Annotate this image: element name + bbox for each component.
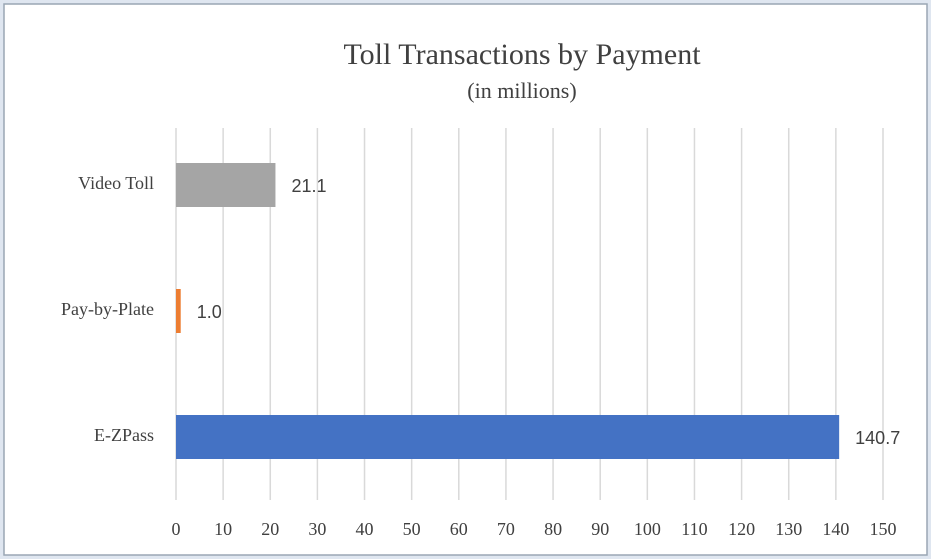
x-tick-label: 60 [450,519,468,539]
x-tick-label: 30 [308,519,326,539]
x-tick-label: 0 [172,519,181,539]
chart-frame [3,3,928,556]
x-tick-label: 50 [403,519,421,539]
value-label: 140.7 [855,428,900,448]
x-tick-label: 110 [681,519,707,539]
x-tick-label: 20 [261,519,279,539]
x-tick-label: 80 [544,519,562,539]
x-tick-label: 100 [634,519,661,539]
x-tick-label: 10 [214,519,232,539]
bar [176,163,276,207]
x-tick-label: 150 [870,519,897,539]
y-tick-label: Video Toll [78,173,154,193]
chart-title: Toll Transactions by Payment [343,38,701,71]
x-tick-label: 70 [497,519,515,539]
chart-subtitle: (in millions) [467,78,576,103]
x-tick-label: 130 [775,519,802,539]
x-tick-label: 120 [728,519,755,539]
bar [176,289,181,333]
y-tick-label: E-ZPass [94,425,154,445]
x-tick-label: 140 [822,519,849,539]
value-label: 21.1 [291,176,326,196]
bar [176,415,840,459]
x-tick-label: 90 [591,519,609,539]
x-tick-label: 40 [356,519,374,539]
y-tick-label: Pay-by-Plate [61,299,154,319]
value-label: 1.0 [197,302,222,322]
